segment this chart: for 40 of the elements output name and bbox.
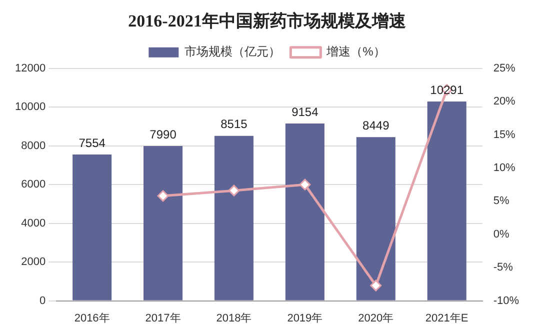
bar: [285, 124, 324, 300]
y2-tick-label: 15%: [493, 128, 516, 141]
bar: [356, 137, 396, 300]
y2-tick-label: -5%: [493, 262, 514, 274]
bar: [72, 154, 112, 300]
y-tick-label: 4000: [21, 217, 46, 230]
y-tick-label: 10000: [14, 101, 46, 114]
data-label: 10291: [430, 82, 464, 97]
data-label: 7990: [150, 127, 177, 142]
point: [157, 190, 169, 202]
y-tick-label: 0: [39, 294, 46, 307]
bar: [214, 136, 254, 300]
y2-tick-label: 25%: [493, 62, 516, 74]
y-tick-label: 8000: [21, 140, 46, 152]
legend-label: 增速（%）: [326, 44, 386, 59]
x-tick-label: 2017年: [145, 312, 181, 324]
y2-tick-label: 0%: [493, 228, 510, 240]
point: [299, 178, 311, 190]
data-label: 8515: [220, 117, 248, 132]
y-tick-label: 6000: [21, 178, 46, 191]
y2-tick-label: 20%: [493, 96, 516, 108]
bar: [427, 102, 466, 300]
y2-tick-label: -10%: [493, 294, 520, 307]
x-tick-label: 2016年: [74, 312, 110, 324]
data-label: 9154: [292, 104, 319, 119]
point: [370, 280, 382, 292]
x-tick-label: 2019年: [287, 312, 323, 324]
y-tick-label: 12000: [14, 62, 46, 74]
x-tick-label: 2018年: [216, 312, 252, 324]
x-tick-label: 2020年: [358, 312, 394, 324]
point: [228, 184, 240, 196]
data-label: 8449: [362, 118, 390, 132]
y-tick-label: 2000: [21, 256, 46, 268]
y2-tick-label: 10%: [493, 162, 516, 174]
x-tick-label: 2021年E: [425, 312, 468, 324]
y2-tick-label: 5%: [493, 195, 510, 208]
chart-title: 2016-2021年中国新药市场规模及增速: [128, 12, 406, 31]
legend-label: 市场规模（亿元）: [184, 44, 281, 59]
bar: [144, 146, 183, 300]
data-label: 7554: [78, 136, 106, 150]
